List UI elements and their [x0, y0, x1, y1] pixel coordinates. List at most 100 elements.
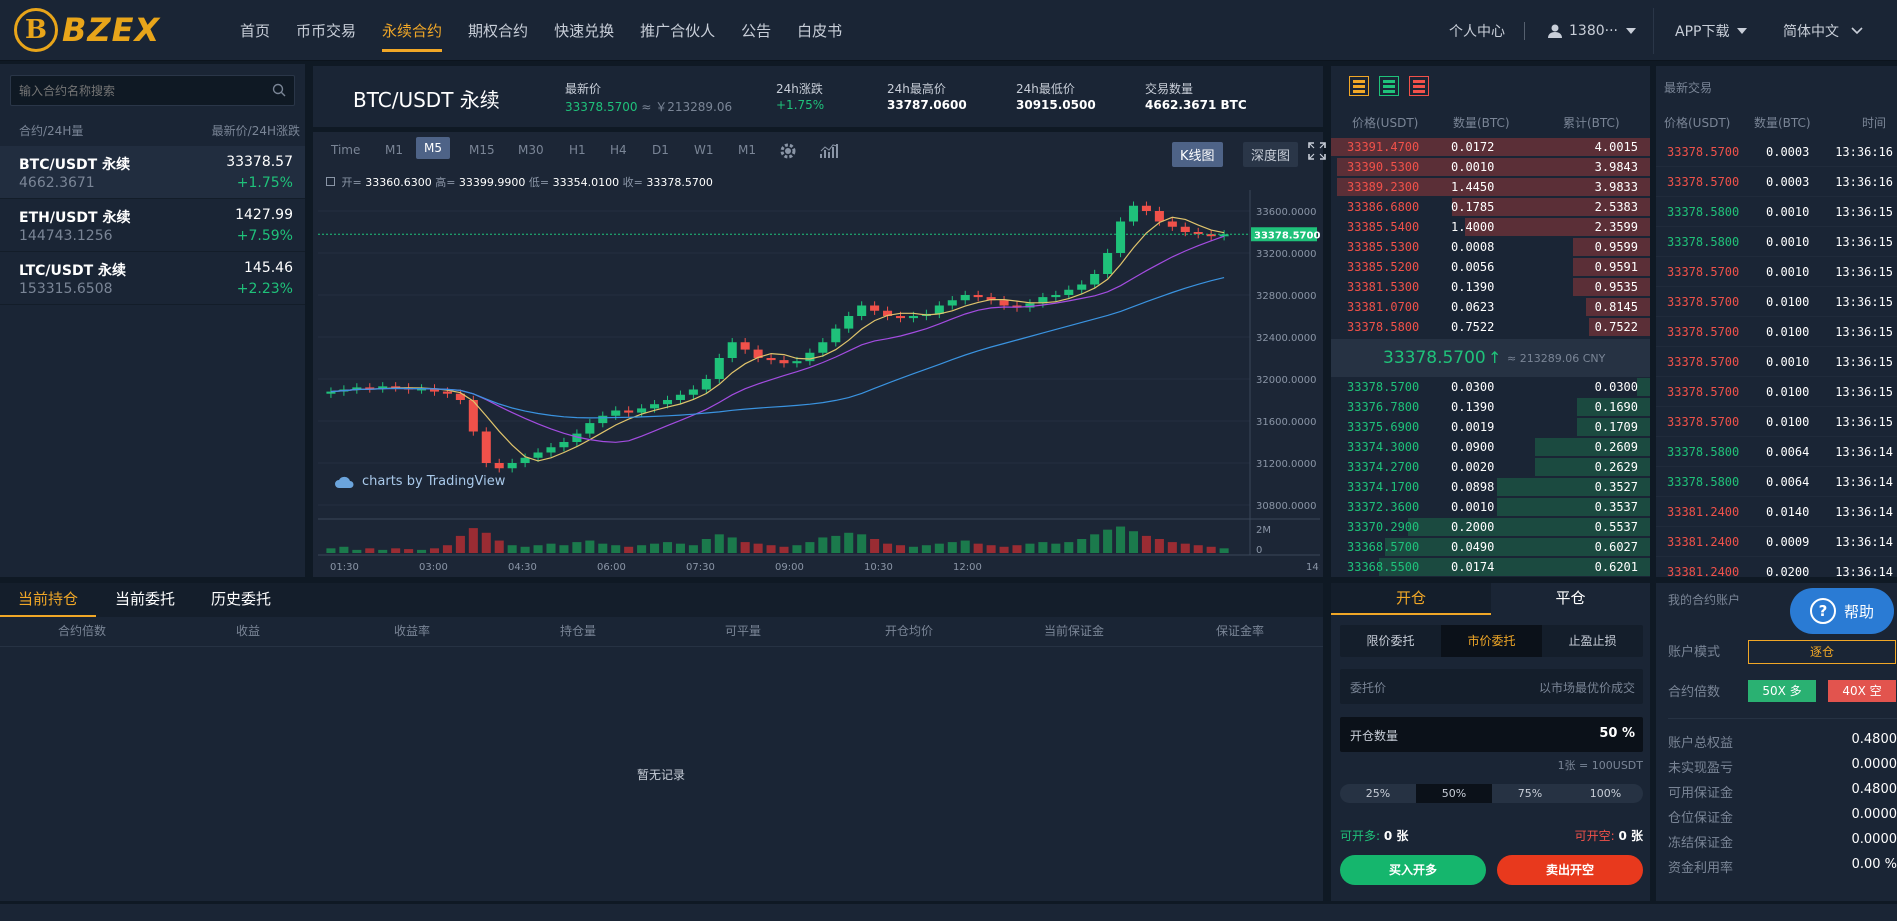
buy-long-button[interactable]: 买入开多	[1340, 855, 1486, 885]
tab-open-position[interactable]: 开仓	[1331, 583, 1491, 615]
order-price-field[interactable]: 委托价 以市场最优价成交	[1340, 669, 1643, 704]
order-type-market[interactable]: 市价委托	[1441, 625, 1542, 657]
pct-100[interactable]: 100%	[1589, 787, 1622, 800]
bid-row[interactable]: 33374.2700 0.0020 0.2629	[1331, 457, 1650, 477]
account-value: 0.0000	[1851, 807, 1897, 822]
language-menu[interactable]: 简体中文	[1783, 0, 1863, 61]
help-button[interactable]: ? 帮助	[1790, 588, 1894, 634]
user-menu[interactable]: 1380···	[1547, 0, 1636, 61]
candle-body	[417, 388, 427, 391]
volume-bar	[1051, 543, 1061, 553]
trade-price: 33378.5800	[1667, 205, 1740, 219]
bid-row[interactable]: 33376.7800 0.1390 0.1690	[1331, 397, 1650, 417]
kline-tab[interactable]: K线图	[1172, 142, 1223, 167]
bid-row[interactable]: 33370.2900 0.2000 0.5537	[1331, 517, 1650, 537]
personal-center-link[interactable]: 个人中心	[1449, 23, 1505, 40]
tab-current-orders[interactable]: 当前委托	[115, 590, 176, 608]
contract-row-ltc[interactable]: LTC/USDT 永续 153315.6508 145.46 +2.23%	[0, 252, 305, 305]
bid-row[interactable]: 33374.3000 0.0900 0.2609	[1331, 437, 1650, 457]
ohlc-close: 33378.5700	[646, 176, 713, 189]
nav-perpetual[interactable]: 永续合约	[382, 0, 443, 61]
ask-row[interactable]: 33381.5300 0.1390 0.9535	[1331, 277, 1650, 297]
interval-m15[interactable]: M15	[469, 143, 495, 157]
tab-current-positions[interactable]: 当前持仓	[0, 583, 96, 617]
ask-row[interactable]: 33391.4700 0.0172 4.0015	[1331, 137, 1650, 157]
kline-chart[interactable]: 33600.0000 33200.0000 32800.0000 32400.0000…	[318, 190, 1320, 575]
volume-bar	[921, 545, 931, 553]
long-leverage-button[interactable]: 50X 多	[1748, 680, 1816, 702]
bid-row[interactable]: 33372.3600 0.0010 0.3537	[1331, 497, 1650, 517]
interval-m1[interactable]: M1	[385, 143, 403, 157]
bid-row[interactable]: 33368.5700 0.0490 0.6027	[1331, 537, 1650, 557]
candle-body	[960, 295, 970, 301]
ask-row[interactable]: 33378.5800 0.7522 0.7522	[1331, 317, 1650, 337]
orderbook-asks-view-icon[interactable]	[1409, 76, 1429, 96]
ask-row[interactable]: 33385.5200 0.0056 0.9591	[1331, 257, 1650, 277]
interval-time[interactable]: Time	[331, 143, 361, 157]
bid-row[interactable]: 33374.1700 0.0898 0.3527	[1331, 477, 1650, 497]
indicators-icon[interactable]	[819, 142, 839, 160]
nav-options[interactable]: 期权合约	[468, 22, 529, 40]
candle-body	[805, 352, 815, 362]
tab-order-history[interactable]: 历史委托	[211, 590, 272, 608]
bid-row[interactable]: 33378.5700 0.0300 0.0300	[1331, 377, 1650, 397]
contract-row-eth[interactable]: ETH/USDT 永续 144743.1256 1427.99 +7.59%	[0, 199, 305, 252]
account-mode-isolated[interactable]: 逐仓	[1748, 640, 1896, 664]
ask-row[interactable]: 33390.5300 0.0010 3.9843	[1331, 157, 1650, 177]
pos-col-closable: 可平量	[725, 624, 762, 638]
trade-price: 33378.5700	[1667, 415, 1740, 429]
interval-m30[interactable]: M30	[518, 143, 544, 157]
bid-depth-bar	[1535, 458, 1650, 476]
interval-month[interactable]: M1	[738, 143, 756, 157]
search-icon[interactable]	[272, 83, 286, 97]
interval-d1[interactable]: D1	[652, 143, 669, 157]
tab-close-position[interactable]: 平仓	[1555, 589, 1586, 607]
ask-row[interactable]: 33386.6800 0.1785 2.5383	[1331, 197, 1650, 217]
interval-h4[interactable]: H4	[610, 143, 627, 157]
order-type-limit[interactable]: 限价委托	[1366, 634, 1415, 648]
nav-announcements[interactable]: 公告	[741, 22, 772, 40]
sell-short-button[interactable]: 卖出开空	[1497, 855, 1643, 885]
contract-row-btc[interactable]: BTC/USDT 永续 4662.3671 33378.57 +1.75%	[0, 146, 305, 199]
candle-body	[1206, 234, 1216, 237]
nav-quick-swap[interactable]: 快速兑换	[554, 22, 615, 40]
bid-qty: 0.0898	[1451, 480, 1495, 494]
ob-col-price: 价格(USDT)	[1352, 116, 1419, 130]
pct-75[interactable]: 75%	[1517, 787, 1543, 800]
nav-home[interactable]: 首页	[240, 22, 271, 40]
ask-row[interactable]: 33381.0700 0.0623 0.8145	[1331, 297, 1650, 317]
orderbook-bids-view-icon[interactable]	[1379, 76, 1399, 96]
settings-gear-icon[interactable]	[778, 141, 798, 161]
ask-row[interactable]: 33385.5400 1.4000 2.3599	[1331, 217, 1650, 237]
pct-25[interactable]: 25%	[1365, 787, 1391, 800]
bid-row[interactable]: 33375.6900 0.0019 0.1709	[1331, 417, 1650, 437]
orderbook-both-view-icon[interactable]	[1349, 76, 1369, 96]
col-price-change: 最新价/24H涨跌	[211, 124, 300, 138]
bid-qty: 0.0020	[1451, 460, 1495, 474]
pct-50[interactable]: 50%	[1416, 784, 1492, 803]
collapse-legend-icon[interactable]	[326, 177, 335, 186]
bzex-logo[interactable]: B BZEX	[14, 8, 184, 52]
header-divider	[1524, 22, 1525, 40]
order-type-tpsl[interactable]: 止盈止损	[1568, 634, 1617, 648]
bid-row[interactable]: 33368.5500 0.0174 0.6201	[1331, 557, 1650, 577]
bid-qty: 0.0019	[1451, 420, 1495, 434]
nav-partner[interactable]: 推广合伙人	[640, 22, 716, 40]
ask-row[interactable]: 33389.2300 1.4450 3.9833	[1331, 177, 1650, 197]
app-download-menu[interactable]: APP下载	[1675, 0, 1748, 61]
contract-search-input[interactable]	[10, 75, 295, 106]
interval-h1[interactable]: H1	[569, 143, 586, 157]
ohlc-high-label: 高=	[435, 176, 456, 189]
positions-panel	[0, 583, 1323, 901]
trade-time: 13:36:15	[1835, 265, 1893, 279]
nav-whitepaper[interactable]: 白皮书	[797, 22, 843, 40]
order-qty-field[interactable]: 开仓数量 50 %	[1340, 717, 1643, 752]
ask-row[interactable]: 33385.5300 0.0008 0.9599	[1331, 237, 1650, 257]
interval-m5[interactable]: M5	[416, 137, 450, 159]
depth-tab[interactable]: 深度图	[1243, 142, 1299, 167]
nav-spot[interactable]: 币币交易	[296, 22, 357, 40]
short-leverage-button[interactable]: 40X 空	[1828, 680, 1896, 702]
ask-depth-bar	[1586, 298, 1650, 316]
fullscreen-icon[interactable]	[1308, 142, 1326, 160]
interval-w1[interactable]: W1	[694, 143, 714, 157]
